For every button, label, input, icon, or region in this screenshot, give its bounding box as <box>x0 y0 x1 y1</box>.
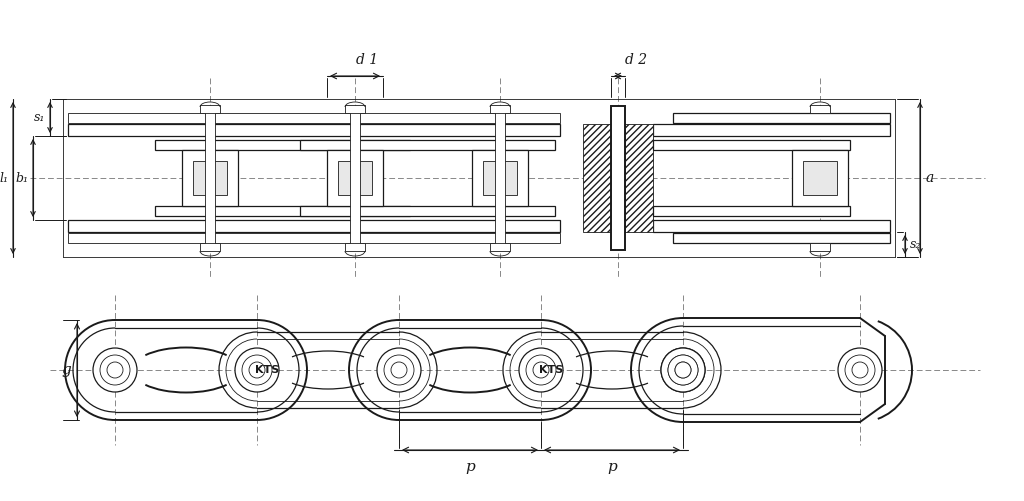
Bar <box>68 220 560 232</box>
Text: KTS: KTS <box>539 365 563 375</box>
Text: p: p <box>465 460 475 474</box>
Bar <box>182 150 238 206</box>
Text: p: p <box>607 460 616 474</box>
Bar <box>327 150 383 206</box>
Text: s₁: s₁ <box>34 111 45 124</box>
Text: s₂: s₂ <box>910 238 922 251</box>
Circle shape <box>845 355 874 385</box>
Circle shape <box>675 362 691 378</box>
Bar <box>653 124 890 136</box>
Circle shape <box>100 355 130 385</box>
Bar <box>792 150 848 206</box>
Circle shape <box>852 362 868 378</box>
Circle shape <box>93 348 137 392</box>
Circle shape <box>668 355 698 385</box>
Bar <box>673 113 890 123</box>
Circle shape <box>234 348 279 392</box>
Bar <box>653 140 850 150</box>
Bar <box>193 161 227 195</box>
Bar <box>155 140 410 150</box>
Bar <box>68 124 560 136</box>
Bar <box>810 243 830 251</box>
Circle shape <box>242 355 272 385</box>
Bar <box>68 113 560 123</box>
Bar <box>483 161 517 195</box>
Bar <box>350 111 360 245</box>
Bar <box>205 111 215 245</box>
Bar <box>810 105 830 113</box>
Bar <box>200 105 220 113</box>
Bar <box>345 105 365 113</box>
Circle shape <box>377 348 421 392</box>
Bar <box>495 111 505 245</box>
Bar <box>300 140 555 150</box>
Circle shape <box>668 355 698 385</box>
Circle shape <box>838 348 882 392</box>
Circle shape <box>519 348 563 392</box>
Bar <box>673 233 890 243</box>
Text: KTS: KTS <box>255 365 280 375</box>
Circle shape <box>662 348 705 392</box>
Circle shape <box>391 362 407 378</box>
Text: b₁: b₁ <box>15 171 28 184</box>
Circle shape <box>662 348 705 392</box>
Bar <box>583 124 611 232</box>
Bar <box>338 161 372 195</box>
Text: d 2: d 2 <box>625 53 647 67</box>
Circle shape <box>534 362 549 378</box>
Circle shape <box>249 362 265 378</box>
Text: g: g <box>61 363 71 377</box>
Bar <box>472 150 528 206</box>
Bar <box>300 206 555 216</box>
Bar <box>653 206 850 216</box>
Bar <box>490 243 510 251</box>
Circle shape <box>384 355 414 385</box>
Text: d 1: d 1 <box>356 53 378 67</box>
Bar <box>155 206 410 216</box>
Circle shape <box>106 362 123 378</box>
Bar <box>625 124 653 232</box>
Circle shape <box>675 362 691 378</box>
Text: a: a <box>926 171 934 185</box>
Circle shape <box>526 355 556 385</box>
Bar <box>611 106 625 250</box>
Text: l₁: l₁ <box>0 171 8 184</box>
Bar <box>200 243 220 251</box>
Bar <box>653 220 890 232</box>
Bar <box>345 243 365 251</box>
Bar <box>490 105 510 113</box>
Bar <box>803 161 837 195</box>
Bar <box>68 233 560 243</box>
